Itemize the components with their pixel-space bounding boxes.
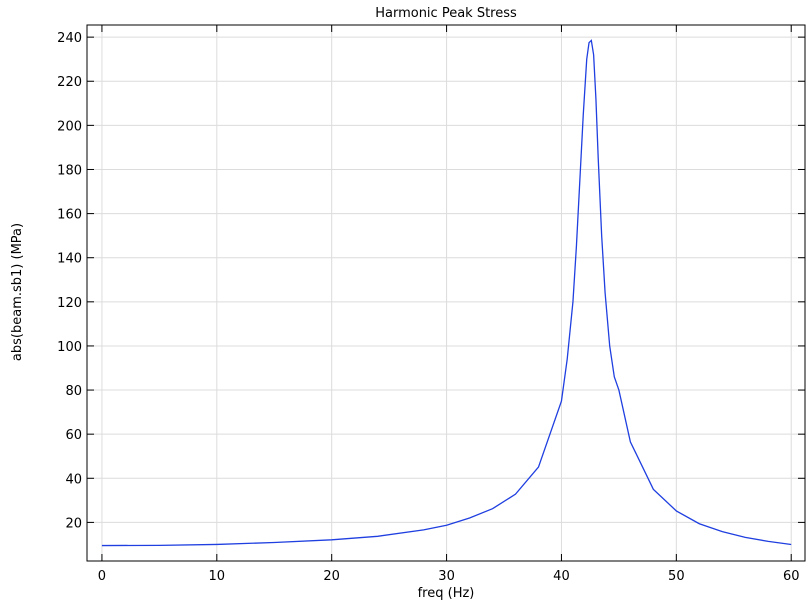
y-tick-label: 160 xyxy=(57,208,82,223)
x-tick-label: 0 xyxy=(98,569,106,584)
y-tick-label: 140 xyxy=(57,252,82,267)
y-tick-label: 220 xyxy=(57,75,82,90)
x-tick-label: 60 xyxy=(783,569,800,584)
x-axis-label: freq (Hz) xyxy=(418,586,475,601)
plot-frame xyxy=(86,24,806,562)
y-tick-label: 40 xyxy=(65,472,82,487)
y-tick-label: 80 xyxy=(65,384,82,399)
y-tick-label: 240 xyxy=(57,31,82,46)
series-layer xyxy=(101,39,792,547)
y-axis-label: abs(beam.sb1) (MPa) xyxy=(10,223,25,361)
y-tick-label: 60 xyxy=(65,428,82,443)
y-tick-label: 100 xyxy=(57,340,82,355)
grid-lines xyxy=(87,25,805,561)
axis-ticks xyxy=(87,25,805,561)
y-tick-label: 20 xyxy=(65,516,82,531)
series-line xyxy=(101,39,792,547)
x-tick-label: 20 xyxy=(323,569,340,584)
y-tick-label: 200 xyxy=(57,119,82,134)
x-tick-label: 40 xyxy=(553,569,570,584)
y-tick-label: 180 xyxy=(57,163,82,178)
x-tick-label: 50 xyxy=(668,569,685,584)
x-tick-label: 30 xyxy=(438,569,455,584)
y-tick-label: 120 xyxy=(57,296,82,311)
chart-title: Harmonic Peak Stress xyxy=(375,6,517,21)
x-tick-label: 10 xyxy=(209,569,226,584)
tick-labels: 0 10 20 30 40 50 60 20 40 60 80 100 120 140 160 180 200 2… xyxy=(57,31,799,584)
